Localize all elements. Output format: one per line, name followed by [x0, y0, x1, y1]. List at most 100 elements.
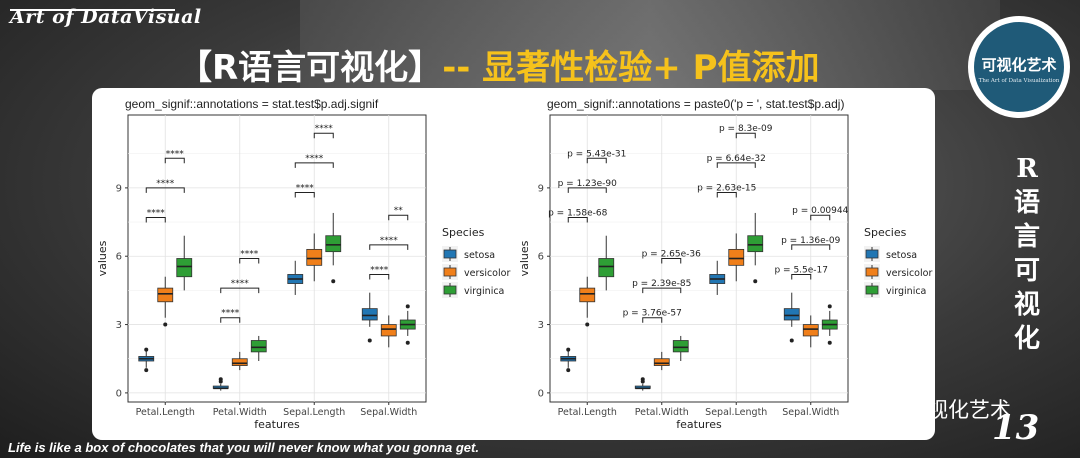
outlier-point — [405, 304, 410, 309]
signif-label: p = 5.43e-31 — [567, 149, 626, 159]
x-tick-label: Sepal.Width — [782, 407, 839, 418]
logo-title: 可视化艺术 — [981, 56, 1057, 74]
signif-label: **** — [166, 149, 185, 159]
box-versicolor — [380, 324, 397, 337]
outlier-point — [163, 322, 168, 327]
x-tick-label: Petal.Length — [558, 407, 617, 418]
chart-panel: geom_signif::annotations = stat.test$p.a… — [92, 88, 935, 440]
legend-key-setosa — [443, 249, 457, 259]
outlier-point — [640, 377, 645, 382]
signif-bracket — [716, 162, 756, 168]
chart-title: geom_signif::annotations = stat.test$p.a… — [125, 97, 379, 111]
outlier-point — [827, 340, 832, 345]
signif-label: **** — [231, 279, 250, 289]
wechat-icon — [863, 399, 899, 422]
signif-label: p = 1.58e-68 — [548, 209, 608, 219]
x-tick-label: Sepal.Length — [705, 407, 767, 418]
signif-bracket — [735, 132, 756, 139]
outlier-point — [566, 368, 571, 373]
vertical-char: R — [1016, 154, 1038, 184]
outlier-point — [218, 377, 223, 382]
box-virginica — [325, 235, 342, 253]
x-tick-label: Sepal.Width — [360, 407, 417, 418]
signif-label: p = 0.00944 — [792, 206, 848, 216]
outlier-point — [144, 347, 149, 352]
chart-title: geom_signif::annotations = paste0('p = '… — [547, 97, 844, 111]
signif-bracket — [642, 287, 682, 294]
page-headline: 【R语言可视化】-- 显著性检验+ P值添加 — [178, 40, 820, 89]
brand-underline — [10, 9, 175, 11]
outlier-point — [367, 338, 372, 343]
signif-label: **** — [370, 265, 389, 275]
outlier-point — [144, 368, 149, 373]
signif-label: p = 8.3e-09 — [719, 124, 773, 134]
y-tick-label: 0 — [116, 388, 122, 399]
signif-label: p = 1.23e-90 — [558, 179, 618, 189]
logo: 可视化艺术 The Art of Data Visualization — [968, 16, 1070, 118]
legend-key-versicolor — [443, 267, 457, 277]
signif-label: **** — [147, 209, 166, 219]
signif-label: p = 3.76e-57 — [623, 309, 682, 319]
signif-bracket — [369, 273, 390, 280]
signif-bracket — [642, 317, 663, 323]
legend-key-versicolor — [865, 267, 879, 277]
brand-title: Art of DataVisual — [10, 6, 202, 28]
box-virginica — [598, 258, 615, 278]
signif-bracket — [586, 157, 607, 164]
box-virginica — [747, 235, 764, 253]
legend-title: Species — [442, 226, 485, 239]
signif-bracket — [145, 217, 166, 223]
y-axis-label: values — [518, 240, 531, 276]
signif-bracket — [313, 132, 334, 139]
legend-title: Species — [864, 226, 907, 239]
signif-label: ** — [394, 206, 404, 216]
box-setosa — [783, 308, 800, 321]
signif-label: **** — [315, 124, 334, 134]
box-versicolor — [157, 287, 174, 303]
signif-bracket — [294, 162, 334, 168]
signif-bracket — [388, 214, 409, 221]
logo-badge: 可视化艺术 The Art of Data Visualization — [974, 22, 1064, 112]
x-tick-label: Petal.Width — [635, 407, 689, 418]
page-number: 13 — [992, 408, 1040, 448]
box-versicolor — [306, 248, 323, 266]
outlier-point — [753, 279, 758, 284]
background-blur — [300, 0, 1000, 90]
box-setosa — [361, 308, 378, 321]
y-tick-label: 9 — [538, 183, 544, 194]
outlier-point — [585, 322, 590, 327]
signif-bracket — [810, 214, 831, 221]
signif-bracket — [567, 187, 607, 193]
signif-bracket — [716, 191, 737, 198]
signif-label: p = 2.39e-85 — [632, 279, 691, 289]
vertical-char: 可 — [1013, 256, 1040, 286]
vertical-char: 视 — [1013, 290, 1040, 320]
signif-bracket — [294, 191, 315, 198]
box-versicolor — [231, 358, 248, 366]
signif-bracket — [164, 157, 185, 164]
x-axis-label: features — [254, 418, 300, 431]
signif-label: **** — [221, 309, 240, 319]
legend-label: virginica — [886, 286, 926, 297]
y-axis-label: values — [96, 240, 109, 276]
signif-bracket — [791, 273, 812, 280]
y-tick-label: 0 — [538, 388, 544, 399]
legend-label: virginica — [464, 286, 504, 297]
outlier-point — [405, 340, 410, 345]
signif-label: **** — [240, 250, 259, 260]
signif-label: p = 2.63e-15 — [697, 183, 756, 193]
vertical-char: 语 — [1013, 188, 1040, 218]
wechat-name: 可视化艺术 — [906, 398, 1011, 422]
signif-bracket — [239, 258, 260, 264]
y-tick-label: 6 — [116, 252, 122, 263]
vertical-title: R 语 言 可 视 化 — [1005, 152, 1049, 356]
legend-key-setosa — [865, 249, 879, 259]
box-versicolor — [802, 324, 819, 337]
box-versicolor — [728, 248, 745, 266]
signif-label: **** — [380, 236, 399, 246]
y-tick-label: 3 — [116, 320, 122, 331]
outlier-point — [827, 304, 832, 309]
outlier-point — [789, 338, 794, 343]
boxplot-pvalues: geom_signif::annotations = paste0('p = '… — [518, 97, 932, 431]
signif-label: p = 2.65e-36 — [642, 250, 702, 260]
